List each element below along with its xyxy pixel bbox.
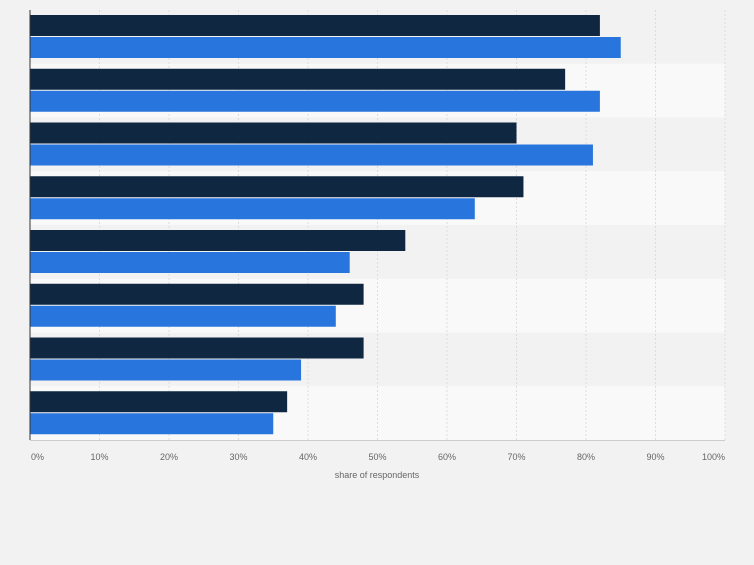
bar-series-2 [30, 252, 350, 273]
x-tick-label: 70% [507, 452, 525, 462]
bar-series-2 [30, 198, 475, 220]
x-axis-title: share of respondents [335, 470, 420, 480]
bar-series-2 [30, 359, 302, 381]
bar-series-1 [30, 337, 364, 359]
x-tick-label: 60% [438, 452, 456, 462]
x-tick-label: 80% [577, 452, 595, 462]
bar-series-2 [30, 413, 274, 435]
bar-series-2 [30, 305, 336, 327]
bar-series-1 [30, 122, 517, 144]
x-tick-label: 30% [229, 452, 247, 462]
bar-series-1 [30, 283, 364, 305]
bar-series-1 [30, 176, 524, 198]
x-tick-labels: 0% 10% 20% 30% 40% 50% 60% 70% 80% 90% 100% [31, 452, 725, 462]
x-tick-label: 10% [90, 452, 108, 462]
x-tick-label: 20% [160, 452, 178, 462]
bar-series-2 [30, 144, 593, 166]
bar-series-1 [30, 68, 566, 90]
x-tick-label: 40% [299, 452, 317, 462]
bar-series-1 [30, 15, 600, 36]
axes [29, 10, 725, 441]
bar-series-2 [30, 37, 621, 58]
bar-series-1 [30, 391, 288, 413]
bars [30, 15, 621, 435]
bar-series-1 [30, 230, 406, 251]
x-tick-label: 0% [31, 452, 44, 462]
x-tick-label: 90% [646, 452, 664, 462]
bar-series-2 [30, 90, 600, 112]
x-tick-label: 100% [702, 452, 725, 462]
x-tick-label: 50% [368, 452, 386, 462]
